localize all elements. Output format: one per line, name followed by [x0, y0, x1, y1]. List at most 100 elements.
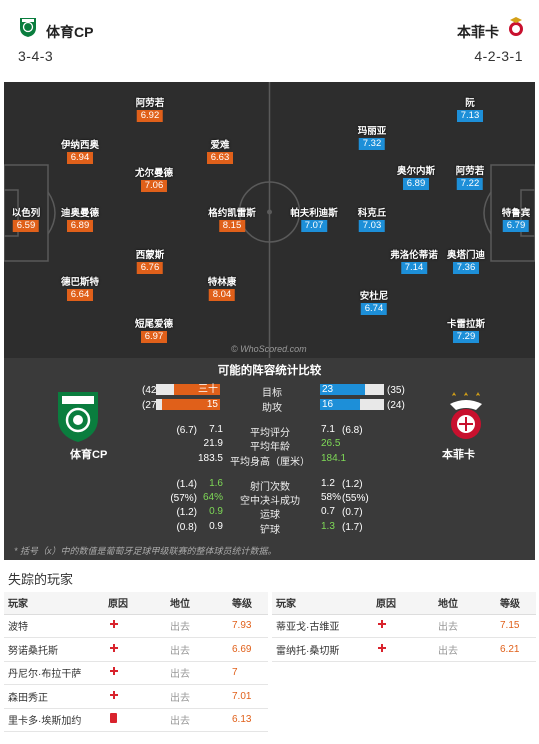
- away-bar-fill: [320, 399, 360, 410]
- away-value: 16: [322, 399, 334, 410]
- table-row[interactable]: 努诺桑托斯 出去 6.69: [4, 637, 268, 662]
- home-player[interactable]: 格约凯雷斯 8.15: [208, 208, 256, 232]
- table-header-row: 玩家 原因 地位 等级: [4, 592, 268, 615]
- col-player: 玩家: [4, 592, 104, 615]
- away-player[interactable]: 安杜尼 6.74: [360, 291, 388, 315]
- away-player[interactable]: 弗洛伦蒂诺 7.14: [390, 250, 438, 274]
- away-team-name[interactable]: 本菲卡: [457, 24, 499, 40]
- status-cell: 出去: [166, 661, 228, 685]
- player-name: 德巴斯特: [60, 277, 100, 288]
- stat-label: 平均评分: [250, 428, 290, 439]
- away-player[interactable]: 奥塔门迪 7.36: [447, 250, 485, 274]
- away-player[interactable]: 帕夫利迪斯 7.07: [290, 208, 338, 232]
- home-player[interactable]: 西蒙斯 6.76: [136, 250, 164, 274]
- home-player[interactable]: 以色列 6.59: [12, 208, 40, 232]
- player-name[interactable]: 丹尼尔·布拉干萨: [4, 661, 104, 685]
- home-player[interactable]: 尤尔曼德 7.06: [135, 168, 173, 192]
- footnote: * 括号（x）中的数值是葡萄牙足球甲级联赛的整体球员统计数据。: [14, 546, 277, 556]
- home-bar-track: 三十: [156, 384, 220, 395]
- stat-bar-goals: (42) 三十 目标 23 (35): [4, 384, 535, 399]
- away-player[interactable]: 阿劳若 7.22: [455, 166, 485, 190]
- col-player: 玩家: [272, 592, 372, 615]
- home-value: 7.1: [209, 424, 223, 435]
- home-player[interactable]: 特林康 8.04: [208, 277, 236, 301]
- home-player[interactable]: 伊纳西奥 6.94: [61, 140, 99, 164]
- away-player[interactable]: 奥尔内斯 6.89: [397, 166, 435, 190]
- lineup-comparison: 可能的阵容统计比较 体育CP 本菲卡 (42) 三十 目标 23 (35) (2…: [4, 358, 535, 560]
- status-cell: 出去: [166, 637, 228, 662]
- pitch-lines: [4, 82, 535, 358]
- stat-row: (6.7) 7.1 平均评分 7.1 (6.8): [4, 424, 535, 439]
- player-name[interactable]: 蒂亚戈·古维亚: [272, 614, 372, 638]
- table-row[interactable]: 雷纳托·桑切斯 出去 6.21: [272, 637, 536, 662]
- table-row[interactable]: 波特 出去 7.93: [4, 614, 268, 638]
- col-reason: 原因: [372, 592, 434, 615]
- col-status: 地位: [166, 592, 228, 615]
- home-player[interactable]: 爱难 6.63: [207, 140, 233, 164]
- player-name: 特鲁宾: [501, 208, 531, 219]
- col-rating: 等级: [228, 592, 268, 615]
- red-card-icon: [110, 713, 117, 724]
- reason-cell: [104, 661, 166, 685]
- rating-cell: 6.21: [496, 637, 536, 662]
- away-player[interactable]: 特鲁宾 6.79: [501, 208, 531, 232]
- home-formation: 3-4-3: [18, 48, 54, 64]
- home-player[interactable]: 短尾爱德 6.97: [135, 319, 173, 343]
- home-player[interactable]: 迪奥曼德 6.89: [61, 208, 99, 232]
- col-rating: 等级: [496, 592, 536, 615]
- player-name[interactable]: 雷纳托·桑切斯: [272, 637, 372, 662]
- stat-label: 铲球: [260, 525, 280, 536]
- reason-cell: [104, 637, 166, 662]
- away-player[interactable]: 玛丽亚 7.32: [358, 126, 386, 150]
- player-name[interactable]: 波特: [4, 614, 104, 638]
- injury-icon: [110, 620, 118, 629]
- away-value: 184.1: [321, 453, 347, 464]
- table-row[interactable]: 蒂亚戈·古维亚 出去 7.15: [272, 614, 536, 638]
- player-name: 阿劳若: [455, 166, 485, 177]
- player-name[interactable]: 里卡多·埃斯加约: [4, 708, 104, 732]
- away-player[interactable]: 科克丘 7.03: [358, 208, 386, 232]
- home-sub: (6.7): [176, 425, 197, 436]
- home-player[interactable]: 阿劳若 6.92: [135, 98, 165, 122]
- away-sub: (55%): [342, 493, 369, 504]
- player-rating: 6.89: [66, 220, 93, 232]
- stat-label: 目标: [262, 388, 282, 399]
- player-rating: 6.76: [136, 262, 163, 274]
- player-rating: 6.94: [66, 152, 93, 164]
- away-value: 58%: [321, 492, 342, 503]
- home-sub: (0.8): [176, 522, 197, 533]
- player-name: 阿劳若: [135, 98, 165, 109]
- match-header: 体育CP 3-4-3 本菲卡 4-2-3-1: [0, 0, 539, 78]
- away-bar-track: 16: [320, 399, 384, 410]
- home-team-label: 体育CP: [70, 449, 108, 461]
- home-player[interactable]: 德巴斯特 6.64: [61, 277, 99, 301]
- stat-row: (0.8) 0.9 铲球 1.3 (1.7): [4, 521, 535, 536]
- away-player[interactable]: 阮 7.13: [457, 98, 483, 122]
- player-rating: 7.22: [456, 178, 483, 190]
- away-rank: (35): [387, 385, 405, 396]
- player-name[interactable]: 努诺桑托斯: [4, 637, 104, 662]
- injury-icon: [110, 690, 118, 699]
- missing-away-table: 玩家 原因 地位 等级 蒂亚戈·古维亚 出去 7.15 雷纳托·桑切斯 出去 6.21: [272, 592, 536, 662]
- player-rating: 7.29: [452, 331, 479, 343]
- player-name: 短尾爱德: [134, 319, 174, 330]
- col-reason: 原因: [104, 592, 166, 615]
- player-name: 迪奥曼德: [60, 208, 100, 219]
- table-row[interactable]: 丹尼尔·布拉干萨 出去 7: [4, 661, 268, 685]
- home-sub: (1.4): [176, 479, 197, 490]
- player-name[interactable]: 森田秀正: [4, 684, 104, 709]
- away-value: 23: [322, 384, 334, 395]
- table-row[interactable]: 里卡多·埃斯加约 出去 6.13: [4, 708, 268, 732]
- home-value: 三十: [198, 384, 218, 395]
- home-sub: (57%): [170, 493, 197, 504]
- player-rating: 6.74: [360, 303, 387, 315]
- col-status: 地位: [434, 592, 496, 615]
- away-player[interactable]: 卡雷拉斯 7.29: [447, 319, 485, 343]
- player-rating: 6.89: [402, 178, 429, 190]
- player-rating: 6.79: [502, 220, 529, 232]
- player-rating: 7.07: [300, 220, 327, 232]
- player-name: 奥塔门迪: [446, 250, 486, 261]
- home-team-name[interactable]: 体育CP: [46, 24, 94, 40]
- table-row[interactable]: 森田秀正 出去 7.01: [4, 684, 268, 709]
- home-bar-fill: [162, 399, 220, 410]
